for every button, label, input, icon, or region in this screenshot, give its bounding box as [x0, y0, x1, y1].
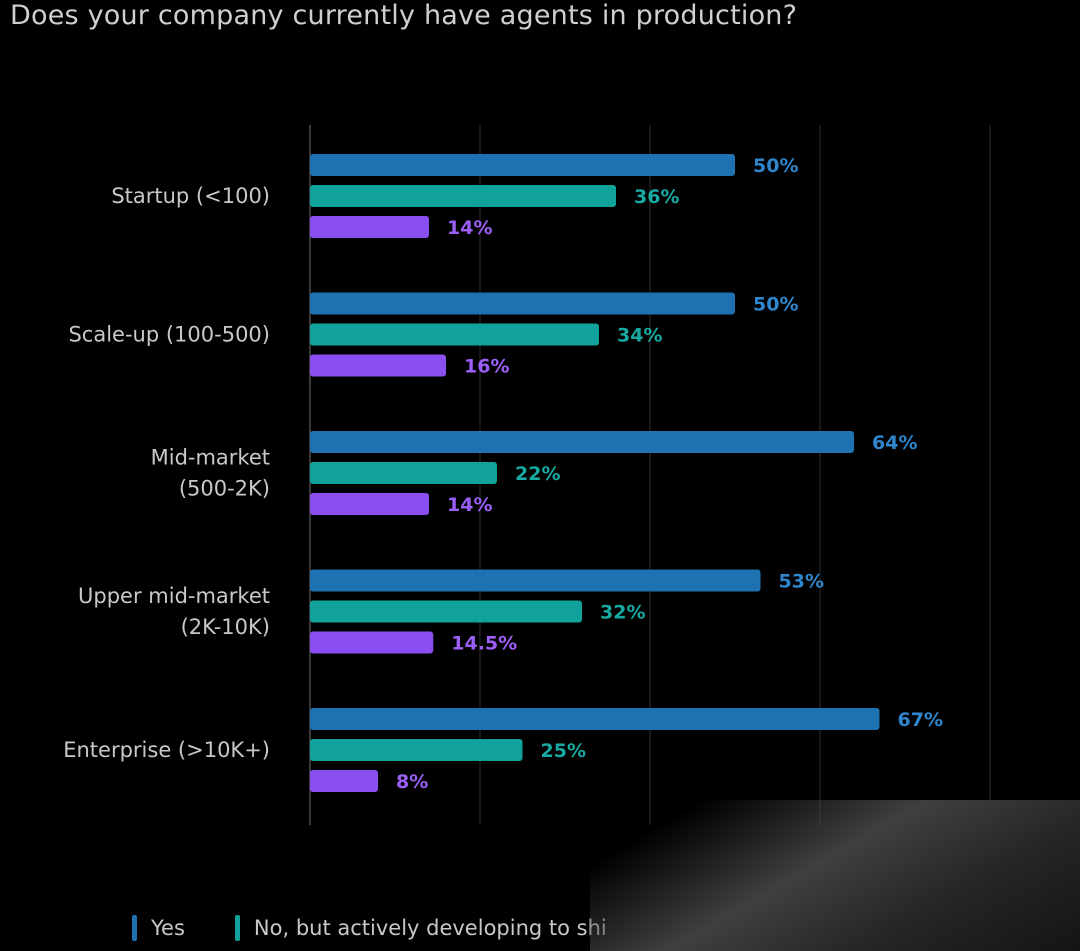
bar	[310, 770, 378, 792]
legend-swatch-developing	[234, 915, 240, 941]
bar	[310, 739, 523, 761]
category-labels: Startup (<100) Scale-up (100-500) Mid-mark…	[63, 184, 270, 762]
value-label: 14.5%	[451, 633, 517, 655]
category-label: (500-2K)	[179, 477, 270, 501]
legend: Yes No, but actively developing to shi	[132, 915, 657, 941]
value-label: 14%	[447, 217, 492, 239]
value-label: 64%	[872, 432, 917, 454]
value-label: 36%	[634, 186, 679, 208]
chart-title: Does your company currently have agents …	[10, 0, 798, 31]
bar	[310, 154, 735, 176]
bar	[310, 569, 761, 592]
value-label: 53%	[779, 571, 824, 593]
bar	[310, 462, 497, 484]
value-label: 50%	[753, 155, 798, 177]
category-label: Upper mid-market	[78, 584, 270, 608]
value-label: 32%	[600, 602, 645, 624]
legend-label-developing: No, but actively developing to shi	[253, 916, 607, 940]
value-label: 34%	[617, 325, 662, 347]
legend-swatch-yes	[132, 915, 137, 941]
legend-item-yes: Yes	[132, 915, 185, 941]
bar	[310, 216, 429, 238]
bar	[310, 354, 446, 377]
bar	[310, 708, 880, 730]
bars	[310, 154, 880, 792]
value-label: 25%	[541, 740, 586, 762]
bar	[310, 323, 599, 346]
category-label: Mid-market	[151, 446, 270, 470]
value-label: 50%	[753, 294, 798, 316]
category-label: (2K-10K)	[181, 615, 270, 639]
bar-chart: Startup (<100) Scale-up (100-500) Mid-mark…	[63, 125, 991, 825]
category-label: Startup (<100)	[111, 184, 270, 208]
bar	[310, 631, 434, 654]
bar	[310, 185, 616, 207]
bar	[310, 292, 735, 315]
value-labels: 50% 36% 14% 50% 34% 16% 64% 22% 14% 53% 32% 14.5% 67…	[396, 155, 943, 793]
category-label: Enterprise (>10K+)	[63, 738, 270, 762]
value-label: 67%	[898, 709, 943, 731]
bar	[310, 600, 582, 623]
legend-label-yes: Yes	[151, 916, 185, 940]
bar	[310, 493, 429, 515]
legend-item-developing: No, but actively developing to shi	[234, 915, 607, 941]
value-label: 16%	[464, 356, 509, 378]
value-label: 14%	[447, 494, 492, 516]
value-label: 8%	[396, 771, 428, 793]
bar	[310, 431, 854, 453]
value-label: 22%	[515, 463, 560, 485]
category-label: Scale-up (100-500)	[68, 323, 270, 347]
